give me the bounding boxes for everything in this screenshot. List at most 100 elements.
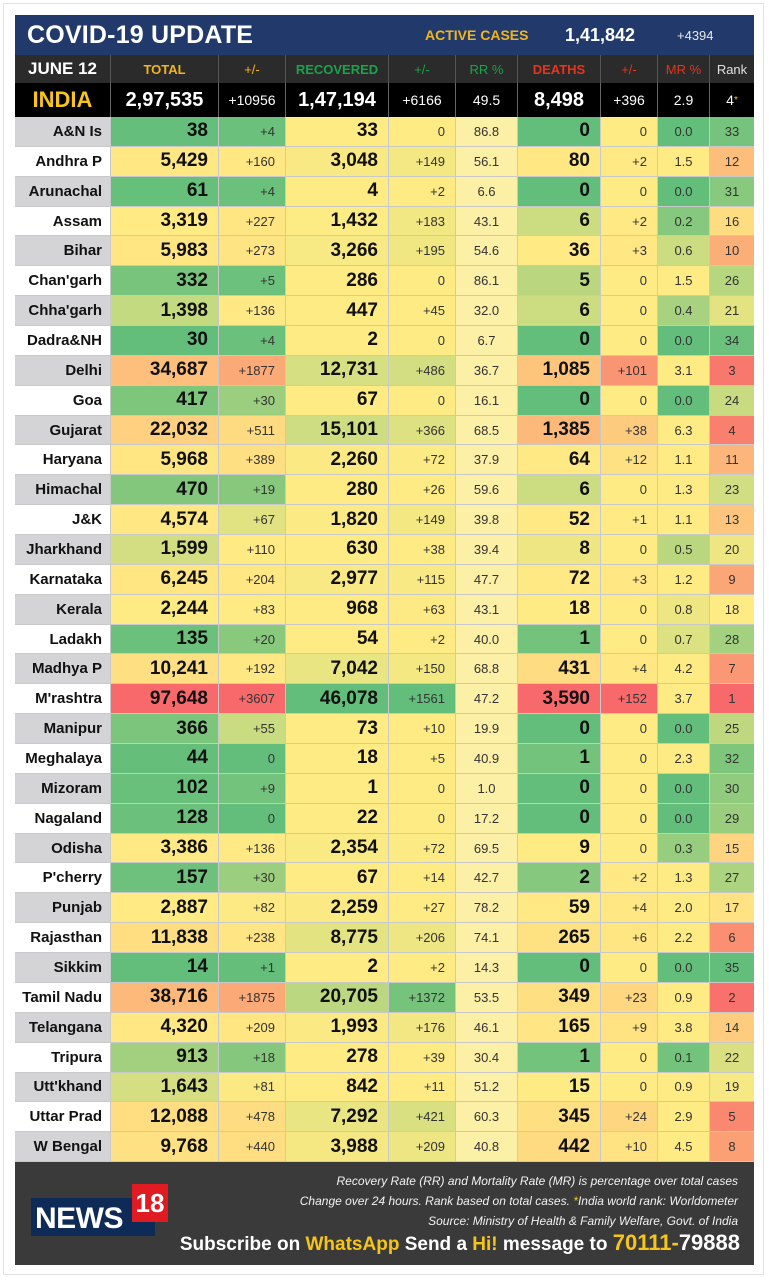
cell-rank: 34 — [709, 326, 754, 356]
cell-deaths-delta: 0 — [600, 833, 657, 864]
cell-deaths-delta: +24 — [600, 1102, 657, 1133]
cell-rr: 14.3 — [455, 953, 517, 983]
table-row: J&K 4,574 +67 1,820 +149 39.8 52 +1 1.1 13 — [15, 505, 754, 536]
cell-deaths-delta: +9 — [600, 1012, 657, 1043]
cell-recovered: 2,354 — [285, 833, 388, 864]
cell-total: 30 — [110, 326, 218, 356]
cell-total-delta: +110 — [218, 535, 285, 565]
cell-total-delta: +83 — [218, 594, 285, 625]
cell-total: 97,648 — [110, 684, 218, 715]
note-star: * — [573, 1194, 578, 1209]
cell-total: 913 — [110, 1042, 218, 1073]
cell-total: 332 — [110, 266, 218, 297]
cell-mr: 0.0 — [657, 326, 709, 356]
cell-total: 61 — [110, 176, 218, 207]
cell-recovered-delta: +63 — [388, 594, 455, 625]
cell-total-delta: +1877 — [218, 355, 285, 386]
cell-rank: 22 — [709, 1042, 754, 1073]
cell-name: J&K — [15, 505, 110, 536]
cell-recovered-delta: +176 — [388, 1012, 455, 1043]
cell-total-delta: +30 — [218, 863, 285, 894]
cell-rr: 30.4 — [455, 1042, 517, 1073]
cell-rank: 21 — [709, 296, 754, 327]
cell-deaths: 52 — [517, 505, 600, 536]
table-row: Haryana 5,968 +389 2,260 +72 37.9 64 +12 1.1 11 — [15, 445, 754, 476]
cell-rank: 18 — [709, 594, 754, 625]
table-row: Uttar Prad 12,088 +478 7,292 +421 60.3 345 +24 2… — [15, 1102, 754, 1133]
cell-total-delta: +30 — [218, 385, 285, 416]
cell-mr: 0.0 — [657, 385, 709, 416]
cell-deaths-delta: 0 — [600, 326, 657, 356]
cell-total-delta: +1 — [218, 953, 285, 983]
cell-deaths: 1 — [517, 1042, 600, 1073]
cell-recovered-delta: +2 — [388, 176, 455, 207]
table-row: Ladakh 135 +20 54 +2 40.0 1 0 0.7 28 — [15, 624, 754, 655]
cell-recovered: 46,078 — [285, 684, 388, 715]
cell-deaths-delta: +2 — [600, 146, 657, 177]
cell-total-delta: 0 — [218, 744, 285, 774]
cell-recovered-delta: +1372 — [388, 982, 455, 1013]
cell-deaths-delta: +3 — [600, 564, 657, 595]
cell-mr: 1.5 — [657, 146, 709, 177]
cell-name: Bihar — [15, 236, 110, 267]
cell-deaths: 1 — [517, 744, 600, 774]
cell-deaths-delta: +12 — [600, 445, 657, 476]
cell-deaths: 1,385 — [517, 415, 600, 446]
cell-total-delta: +511 — [218, 415, 285, 446]
table-row: Himachal 470 +19 280 +26 59.6 6 0 1.3 23 — [15, 475, 754, 506]
cell-rank: 23 — [709, 475, 754, 506]
cell-deaths: 1,085 — [517, 355, 600, 386]
table-row: Dadra&NH 30 +4 2 0 6.7 0 0 0.0 34 — [15, 326, 754, 356]
covid-update-infographic: COVID-19 UPDATE ACTIVE CASES 1,41,842 +4… — [15, 15, 754, 1266]
india-rank-mark: * — [733, 94, 738, 106]
cell-name: Chan'garh — [15, 266, 110, 297]
cell-total-delta: +81 — [218, 1072, 285, 1103]
cell-recovered-delta: +209 — [388, 1132, 455, 1163]
cell-rank: 25 — [709, 714, 754, 745]
cell-recovered-delta: +39 — [388, 1042, 455, 1073]
cell-name: Tamil Nadu — [15, 982, 110, 1013]
cell-deaths-delta: +38 — [600, 415, 657, 446]
cell-deaths: 80 — [517, 146, 600, 177]
cell-total: 128 — [110, 803, 218, 834]
cell-total-delta: +209 — [218, 1012, 285, 1043]
note-rates: Recovery Rate (RR) and Mortality Rate (M… — [336, 1174, 738, 1189]
cell-rr: 69.5 — [455, 833, 517, 864]
cell-rank: 26 — [709, 266, 754, 297]
cell-total: 34,687 — [110, 355, 218, 386]
cell-total-delta: +82 — [218, 893, 285, 924]
cell-deaths-delta: 0 — [600, 744, 657, 774]
cell-recovered: 33 — [285, 117, 388, 147]
cell-deaths: 15 — [517, 1072, 600, 1103]
cell-rr: 17.2 — [455, 803, 517, 834]
table-row: Tripura 913 +18 278 +39 30.4 1 0 0.1 22 — [15, 1042, 754, 1073]
cell-total-delta: +20 — [218, 624, 285, 655]
recovered-header: RECOVERED — [285, 55, 388, 83]
india-rank: 4 * — [709, 83, 754, 117]
table-row: M'rashtra 97,648 +3607 46,078 +1561 47.2 3,590… — [15, 684, 754, 715]
cell-recovered: 630 — [285, 535, 388, 565]
cell-rank: 14 — [709, 1012, 754, 1043]
table-row: Kerala 2,244 +83 968 +63 43.1 18 0 0.8 18 — [15, 594, 754, 625]
table-row: Sikkim 14 +1 2 +2 14.3 0 0 0.0 35 — [15, 953, 754, 983]
cell-recovered: 22 — [285, 803, 388, 834]
cell-rr: 37.9 — [455, 445, 517, 476]
footnotes: Recovery Rate (RR) and Mortality Rate (M… — [300, 1171, 738, 1231]
cell-rank: 19 — [709, 1072, 754, 1103]
india-rr: 49.5 — [455, 83, 517, 117]
cell-total-delta: +478 — [218, 1102, 285, 1133]
cell-recovered-delta: +183 — [388, 206, 455, 237]
cell-name: Madhya P — [15, 654, 110, 685]
cell-mr: 0.4 — [657, 296, 709, 327]
cell-deaths-delta: +6 — [600, 923, 657, 954]
cell-rr: 60.3 — [455, 1102, 517, 1133]
cell-mr: 1.1 — [657, 505, 709, 536]
cell-recovered: 447 — [285, 296, 388, 327]
cell-rr: 1.0 — [455, 773, 517, 804]
cell-rr: 86.1 — [455, 266, 517, 297]
cell-recovered-delta: +11 — [388, 1072, 455, 1103]
cell-rank: 17 — [709, 893, 754, 924]
table-row: Utt'khand 1,643 +81 842 +11 51.2 15 0 0.9 19 — [15, 1072, 754, 1103]
cell-name: Telangana — [15, 1012, 110, 1043]
cell-rr: 53.5 — [455, 982, 517, 1013]
